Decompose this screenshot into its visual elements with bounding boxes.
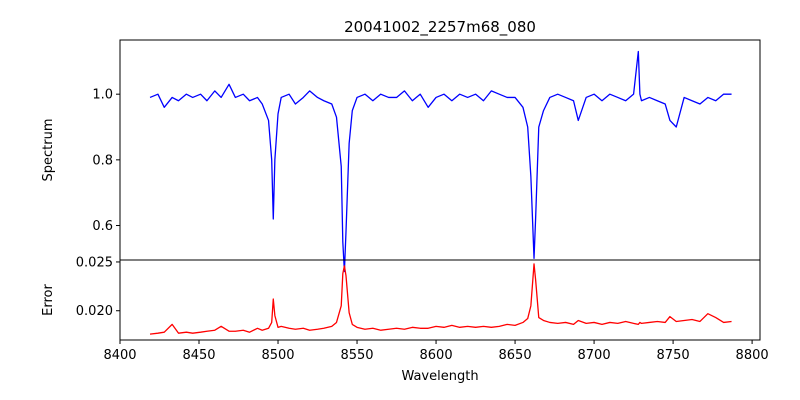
spectrum-ylabel: Spectrum <box>41 119 56 182</box>
error-ylabel: Error <box>41 284 56 316</box>
xtick-label: 8400 <box>103 348 136 363</box>
xtick-label: 8750 <box>657 348 690 363</box>
xtick-label: 8700 <box>578 348 611 363</box>
xtick-label: 8800 <box>736 348 769 363</box>
spectrum-ytick-label: 0.8 <box>92 153 113 168</box>
xtick-label: 8500 <box>261 348 294 363</box>
x-axis: 8400 8450 8500 8550 8600 8650 8700 8750 8800 <box>103 340 769 363</box>
xtick-label: 8650 <box>499 348 532 363</box>
error-series-line <box>149 263 732 335</box>
spectrum-ytick-label: 0.6 <box>92 219 113 234</box>
spectrum-ytick-label: 1.0 <box>92 88 113 103</box>
xtick-label: 8450 <box>182 348 215 363</box>
error-ytick-label: 0.020 <box>76 304 113 319</box>
spectrum-series-line <box>149 50 732 273</box>
error-frame <box>119 259 761 341</box>
x-axis-label: Wavelength <box>401 369 478 384</box>
error-panel: 0.020 0.025 Error <box>41 255 761 341</box>
error-ytick-label: 0.025 <box>76 255 113 270</box>
xtick-label: 8600 <box>420 348 453 363</box>
chart-title: 20041002_2257m68_080 <box>344 18 536 37</box>
xtick-label: 8550 <box>340 348 373 363</box>
